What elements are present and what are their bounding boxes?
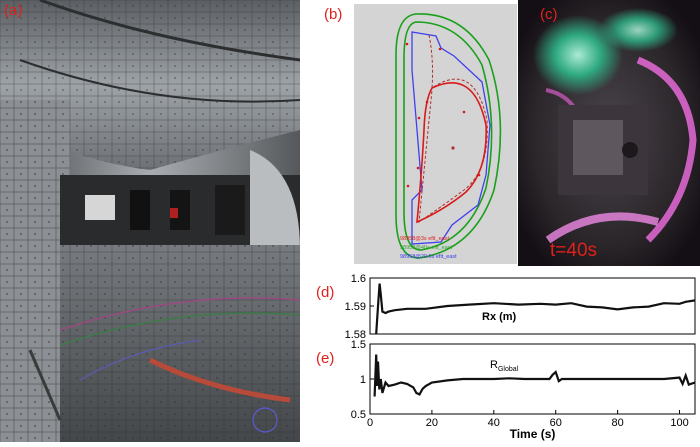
panel-a-label: (a) xyxy=(4,2,23,19)
rx-annotation: Rx (m) xyxy=(482,311,517,323)
tokamak-interior-photo xyxy=(0,0,301,442)
panel-b: 98958@3s efit_east 98958@40s efit_east 9… xyxy=(304,0,518,266)
panel-c: (c) t=40s xyxy=(518,0,700,266)
series-line xyxy=(375,283,696,335)
series-line xyxy=(373,354,696,397)
panel-a: (a) xyxy=(0,0,301,442)
x-tick-label: 20 xyxy=(426,417,438,429)
panel-de: 1.6 1.59 1.58 Rx (m) 1.5 1 0.5 0 20 40 60 80 100 RGlo… xyxy=(300,266,700,442)
rglobal-subscript: Global xyxy=(498,366,519,373)
x-tick-label: 40 xyxy=(488,417,500,429)
panel-e-label: (e) xyxy=(316,350,335,367)
y-tick-label: 1.59 xyxy=(345,301,366,313)
x-axis-label: Time (s) xyxy=(510,427,556,441)
legend-entry-1: 98958@3s efit_east xyxy=(400,236,449,242)
legend-entry-2: 98958@40s efit_east xyxy=(400,245,453,251)
y-tick-label: 1.5 xyxy=(351,339,366,351)
x-tick-label: 60 xyxy=(550,417,562,429)
y-tick-label: 0.5 xyxy=(351,409,366,421)
equilibrium-diagram: 98958@3s efit_east 98958@40s efit_east 9… xyxy=(354,4,517,264)
legend-entry-3: 98958@20.6s efit_east xyxy=(400,254,457,260)
y-tick-label: 1.6 xyxy=(351,273,366,285)
panel-b-label: (b) xyxy=(324,6,343,23)
y-tick-label: 1 xyxy=(360,374,366,386)
plasma-camera-image xyxy=(518,0,700,266)
y-tick-label: 1.58 xyxy=(345,329,366,341)
x-tick-label: 100 xyxy=(670,417,688,429)
x-tick-label: 0 xyxy=(367,417,373,429)
time-series-plots: 1.6 1.59 1.58 Rx (m) 1.5 1 0.50 20 40 60 80 100 RGlo… xyxy=(345,273,696,441)
panel-d-label: (d) xyxy=(316,284,335,301)
time-label: t=40s xyxy=(550,240,598,261)
x-tick-label: 80 xyxy=(611,417,623,429)
rglobal-annotation: RGlobal xyxy=(490,359,519,373)
panel-c-label: (c) xyxy=(540,6,558,23)
